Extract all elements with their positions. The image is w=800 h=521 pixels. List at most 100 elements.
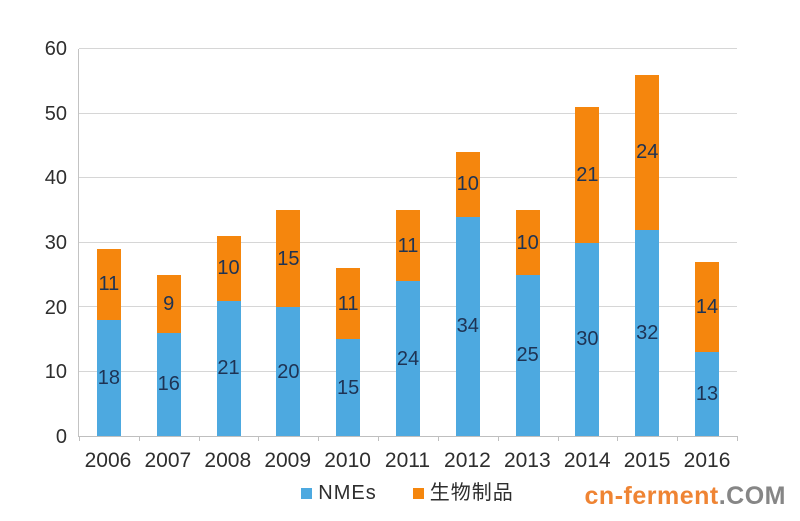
- bar-2010: 11 15: [336, 268, 361, 436]
- bar-slot-2015: 24 32: [617, 49, 677, 436]
- legend-swatch-biologics: [412, 487, 424, 499]
- legend-item-nmes: NMEs: [301, 481, 376, 505]
- x-axis-tick: [497, 436, 499, 441]
- x-axis-tick: [198, 436, 200, 441]
- bar-segment-2007-NMEs: 16: [156, 332, 181, 436]
- legend: NMEs 生物制品: [78, 481, 737, 505]
- data-label-2013-NMEs: 25: [516, 344, 539, 367]
- x-axis-tick: [737, 436, 738, 441]
- bar-segment-2007-生物制品: 9: [156, 274, 181, 333]
- bar-segment-2016-生物制品: 14: [695, 261, 720, 353]
- watermark: cn-ferment.COM: [585, 482, 786, 511]
- data-label-2015-生物制品: 24: [636, 141, 659, 164]
- data-label-2009-NMEs: 20: [277, 360, 300, 383]
- bar-segment-2014-生物制品: 21: [575, 107, 600, 243]
- x-axis-label-2016: 2016: [683, 449, 731, 472]
- bar-slot-2008: 10 21: [199, 49, 259, 436]
- x-axis-label-2015: 2015: [623, 449, 671, 472]
- bar-segment-2010-生物制品: 11: [336, 268, 361, 340]
- x-axis-tick: [79, 436, 80, 441]
- bar-segment-2012-NMEs: 34: [455, 216, 480, 436]
- plot-area: 11 18 9 16 10 21 15 20 11 15 11 24 10 34 10 25 21 30 24 32 1…: [78, 48, 738, 441]
- x-axis-tick: [617, 436, 619, 441]
- bar-2011: 11 24: [395, 210, 420, 436]
- x-axis-tick: [258, 436, 260, 441]
- data-label-2014-NMEs: 30: [576, 328, 599, 351]
- bar-segment-2008-NMEs: 21: [216, 300, 241, 436]
- bar-segment-2010-NMEs: 15: [336, 339, 361, 436]
- watermark-tld: .COM: [718, 482, 786, 510]
- bar-segment-2013-NMEs: 25: [515, 274, 540, 436]
- bar-2008: 10 21: [216, 236, 241, 436]
- data-label-2010-NMEs: 15: [337, 376, 360, 399]
- bar-slot-2009: 15 20: [258, 49, 318, 436]
- x-axis-tick: [318, 436, 320, 441]
- bar-slot-2014: 21 30: [558, 49, 618, 436]
- x-axis-label-2007: 2007: [144, 449, 192, 472]
- bar-segment-2016-NMEs: 13: [695, 352, 720, 436]
- bar-segment-2009-NMEs: 20: [276, 307, 301, 436]
- x-axis-tick: [677, 436, 679, 441]
- y-axis-labels: 0 10 20 30 40 50 60: [0, 38, 68, 448]
- data-label-2012-生物制品: 10: [456, 173, 479, 196]
- legend-label-nmes: NMEs: [318, 482, 377, 504]
- bar-segment-2008-生物制品: 10: [216, 236, 241, 301]
- legend-item-biologics: 生物制品: [412, 481, 514, 505]
- bar-slot-2011: 11 24: [378, 49, 438, 436]
- bar-segment-2013-生物制品: 10: [515, 210, 540, 275]
- gridline-50: [79, 112, 737, 114]
- data-label-2014-生物制品: 21: [576, 163, 599, 186]
- bar-slot-2012: 10 34: [438, 49, 498, 436]
- bar-slot-2006: 11 18: [79, 49, 139, 436]
- y-axis-label-20: 20: [44, 296, 67, 319]
- x-axis-label-2008: 2008: [204, 449, 252, 472]
- bar-segment-2011-NMEs: 24: [395, 281, 420, 436]
- data-label-2012-NMEs: 34: [456, 315, 479, 338]
- gridline-60: [79, 48, 737, 49]
- bar-2013: 10 25: [515, 210, 540, 436]
- data-label-2010-生物制品: 11: [337, 292, 359, 315]
- data-label-2013-生物制品: 10: [516, 231, 539, 254]
- bar-segment-2012-生物制品: 10: [455, 152, 480, 217]
- y-axis-label-0: 0: [55, 426, 67, 448]
- gridline-40: [79, 177, 737, 179]
- data-label-2016-生物制品: 14: [695, 296, 719, 318]
- y-axis-label-40: 40: [44, 167, 67, 190]
- data-label-2011-生物制品: 11: [397, 234, 419, 257]
- data-label-2006-生物制品: 11: [98, 273, 120, 296]
- y-axis-label-30: 30: [44, 232, 67, 254]
- bar-slot-2016: 14 13: [677, 49, 737, 436]
- data-label-2011-NMEs: 24: [396, 347, 420, 370]
- x-axis-label-2011: 2011: [384, 449, 431, 472]
- bar-segment-2014-NMEs: 30: [575, 242, 600, 436]
- bar-slot-2013: 10 25: [498, 49, 558, 436]
- x-axis-labels: 2006 2007 2008 2009 2010 2011 2012 2013 2014 2015…: [78, 448, 737, 474]
- x-axis-label-2010: 2010: [324, 449, 371, 472]
- x-axis-tick: [557, 436, 559, 441]
- bar-2015: 24 32: [635, 74, 660, 436]
- data-label-2007-生物制品: 9: [163, 292, 175, 315]
- bar-2006: 11 18: [96, 248, 121, 436]
- data-label-2008-NMEs: 21: [217, 357, 240, 380]
- bar-segment-2006-生物制品: 11: [96, 248, 121, 320]
- data-label-2016-NMEs: 13: [695, 383, 719, 406]
- data-label-2009-生物制品: 15: [277, 247, 300, 270]
- bar-segment-2015-NMEs: 32: [635, 229, 660, 436]
- x-axis-label-2013: 2013: [503, 449, 551, 472]
- data-label-2015-NMEs: 32: [636, 321, 659, 344]
- x-axis-tick: [378, 436, 380, 441]
- bar-segment-2009-生物制品: 15: [276, 210, 301, 307]
- x-axis-tick: [138, 436, 140, 441]
- x-axis-label-2014: 2014: [563, 449, 611, 472]
- bar-slot-2007: 9 16: [139, 49, 199, 436]
- y-axis-label-50: 50: [44, 102, 67, 125]
- bars-row: 11 18 9 16 10 21 15 20 11 15 11 24 10 34 10 25 21 30 24 32 1…: [79, 49, 737, 436]
- bar-segment-2011-生物制品: 11: [395, 210, 420, 282]
- bar-segment-2006-NMEs: 18: [96, 319, 121, 436]
- bar-slot-2010: 11 15: [318, 49, 378, 436]
- watermark-brand: cn-ferment: [584, 482, 719, 510]
- x-axis-label-2006: 2006: [84, 449, 132, 472]
- legend-label-biologics: 生物制品: [429, 482, 514, 504]
- y-axis-label-10: 10: [44, 361, 67, 384]
